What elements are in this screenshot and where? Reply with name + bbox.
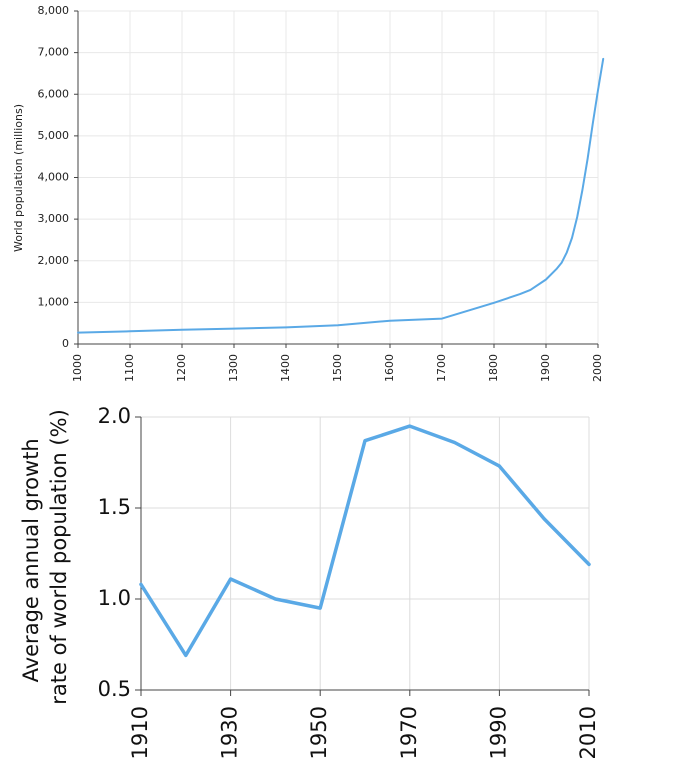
- growth-x-tick-label: 1990: [486, 706, 510, 759]
- growth-y-tick-label: 2.0: [98, 404, 131, 428]
- growth-y-axis-label: Average annual growth rate of world popu…: [19, 409, 71, 705]
- population-x-tick-label: 2000: [591, 354, 604, 382]
- population-y-tick-label: 5,000: [38, 129, 70, 142]
- population-y-tick-label: 2,000: [38, 254, 70, 267]
- population-y-tick-label: 1,000: [38, 295, 70, 308]
- growth-x-tick-label: 1970: [397, 706, 421, 759]
- population-x-tick-label: 1200: [175, 354, 188, 382]
- population-y-tick-label: 8,000: [38, 4, 70, 17]
- population-x-tick-label: 1900: [539, 354, 552, 382]
- population-x-tick-label: 1500: [331, 354, 344, 382]
- growth-x-tick-label: 2010: [576, 706, 600, 759]
- growth-y-tick-label: 1.0: [98, 586, 131, 610]
- population-x-tick-label: 1100: [123, 354, 136, 382]
- population-x-tick-label: 1600: [383, 354, 396, 382]
- population-y-axis-label: World population (millions): [12, 104, 25, 252]
- growth-y-axis-label-line-1: Average annual growth: [19, 438, 43, 682]
- population-x-tick-label: 1700: [435, 354, 448, 382]
- growth-x-tick-label: 1950: [307, 706, 331, 759]
- population-x-tick-label: 1300: [227, 354, 240, 382]
- growth-line: [139, 424, 591, 658]
- population-y-tick-label: 6,000: [38, 87, 70, 100]
- growth-y-tick-label: 0.5: [98, 677, 131, 701]
- population-y-tick-label: 3,000: [38, 212, 70, 225]
- population-x-tick-label: 1000: [71, 354, 84, 382]
- population-x-tick-label: 1800: [487, 354, 500, 382]
- growth-y-axis-label-line-2: rate of world population (%): [47, 409, 71, 705]
- growth-x-tick-label: 1930: [218, 706, 242, 759]
- growth-y-tick-label: 1.5: [98, 495, 131, 519]
- growth-rate-chart: Average annual growth rate of world popu…: [19, 404, 600, 759]
- population-y-tick-label: 4,000: [38, 171, 70, 184]
- population-chart: World population (millions) 0 1,000 2,000 3…: [12, 4, 605, 382]
- population-x-tick-label: 1400: [279, 354, 292, 382]
- population-y-tick-label: 0: [62, 337, 69, 350]
- growth-x-tick-label: 1910: [128, 706, 152, 759]
- population-line: [77, 57, 605, 334]
- population-y-tick-label: 7,000: [38, 46, 70, 59]
